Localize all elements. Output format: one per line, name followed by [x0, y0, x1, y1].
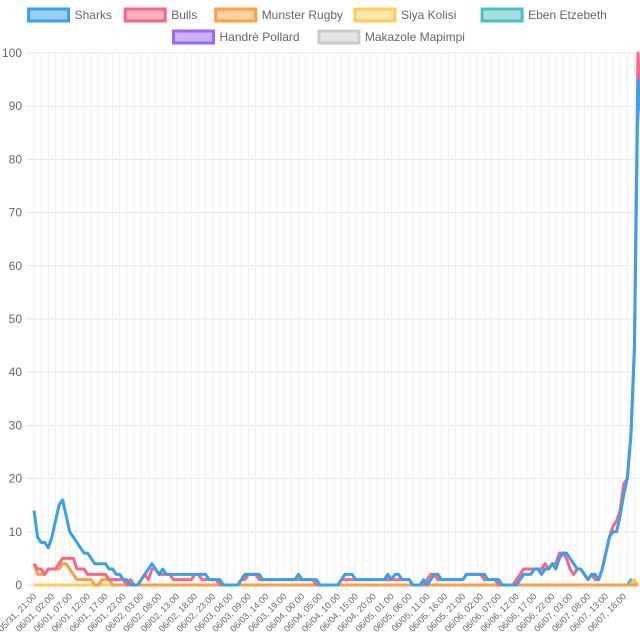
y-tick-label: 70 — [9, 206, 23, 220]
legend-swatch — [172, 29, 215, 45]
y-tick-label: 0 — [15, 578, 22, 592]
legend-swatch — [214, 7, 258, 23]
grid — [26, 52, 638, 591]
legend-swatch — [317, 29, 361, 45]
legend-item-0[interactable]: Sharks — [27, 7, 112, 23]
y-tick-label: 40 — [9, 365, 23, 379]
y-axis: 0 10 20 30 40 50 60 70 80 90 100 — [2, 46, 22, 592]
legend-label: Handrè Pollard — [220, 30, 300, 44]
y-tick-label: 90 — [9, 99, 23, 113]
series-line-0 — [32, 78, 640, 587]
legend-item-2[interactable]: Munster Rugby — [214, 7, 343, 23]
y-tick-label: 100 — [2, 46, 22, 60]
y-tick-label: 60 — [9, 259, 23, 273]
legend-label: Siya Kolisi — [401, 8, 456, 22]
legend-label: Eben Etzebeth — [528, 8, 607, 22]
legend-label: Bulls — [171, 8, 197, 22]
legend-label: Munster Rugby — [262, 8, 343, 22]
legend-swatch — [123, 7, 167, 23]
legend-swatch — [480, 7, 524, 23]
legend-swatch — [27, 7, 71, 23]
y-tick-label: 10 — [9, 525, 23, 539]
legend-label: Sharks — [75, 8, 112, 22]
legend: Sharks Bulls Munster Rugby Siya Kolisi Eben … — [27, 7, 607, 45]
y-tick-label: 80 — [9, 152, 23, 166]
y-tick-label: 30 — [9, 418, 23, 432]
legend-item-5[interactable]: Handrè Pollard — [172, 29, 300, 45]
legend-item-6[interactable]: Makazole Mapimpi — [317, 29, 465, 45]
legend-item-1[interactable]: Bulls — [123, 7, 197, 23]
legend-swatch — [353, 7, 397, 23]
series-lines — [32, 51, 640, 587]
legend-item-3[interactable]: Siya Kolisi — [353, 7, 456, 23]
legend-label: Makazole Mapimpi — [365, 30, 465, 44]
legend-item-4[interactable]: Eben Etzebeth — [480, 7, 607, 23]
y-tick-label: 20 — [9, 472, 23, 486]
y-tick-label: 50 — [9, 312, 23, 326]
